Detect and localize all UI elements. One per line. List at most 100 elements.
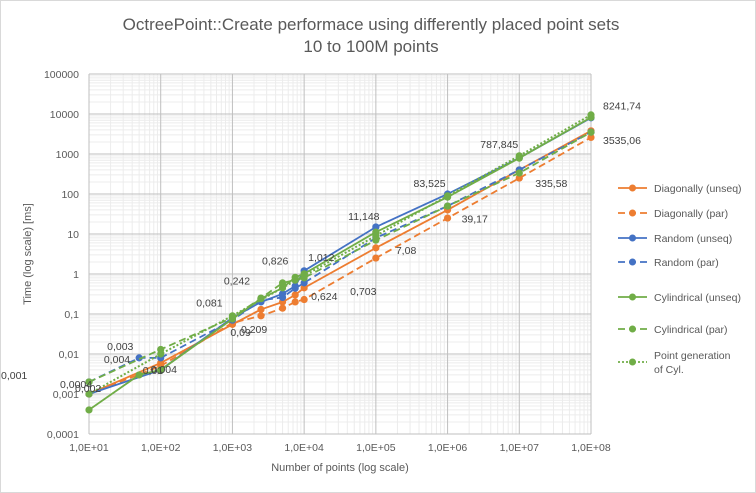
y-tick-label: 1 <box>73 269 79 281</box>
data-label: 0,004 <box>151 364 177 376</box>
series-point-5 <box>587 128 595 136</box>
x-tick-label: 1,0E+02 <box>141 442 181 454</box>
y-tick-label: 100 <box>61 189 79 201</box>
series-point-0 <box>257 305 265 314</box>
series-point-6 <box>228 312 237 320</box>
data-label: 1,012 <box>308 252 334 264</box>
data-label: 0,01 <box>143 365 164 377</box>
series-point-1 <box>443 214 452 222</box>
legend-label: Cylindrical (par) <box>654 324 728 336</box>
x-tick-label: 1,0E+04 <box>284 442 324 454</box>
legend-marker <box>629 358 636 366</box>
series-point-6 <box>587 111 595 119</box>
series-point-4 <box>85 406 93 414</box>
series-point-1 <box>372 254 380 262</box>
y-tick-label: 0,001 <box>53 389 79 401</box>
series-point-6 <box>300 272 308 280</box>
x-tick-label: 1,0E+03 <box>213 442 253 454</box>
legend-label: Point generation of Cyl. <box>654 350 731 376</box>
series-point-1 <box>300 295 308 304</box>
series-point-3 <box>291 284 299 292</box>
chart-title: OctreePoint::Create performace using dif… <box>123 15 620 56</box>
y-tick-label: 10000 <box>50 109 79 121</box>
series-point-1 <box>257 312 265 320</box>
data-label: 0,002 <box>75 383 101 395</box>
legend-marker <box>629 325 636 333</box>
series-line-4 <box>88 116 592 411</box>
data-label: 0,624 <box>311 291 337 303</box>
series-point-1 <box>515 174 523 182</box>
series-point-6 <box>515 152 523 160</box>
data-label: 0,003 <box>107 341 133 353</box>
data-label: 3535,06 <box>603 135 641 147</box>
data-label: 335,58 <box>535 178 567 190</box>
series-point-1 <box>587 133 595 142</box>
series-point-6 <box>85 390 93 398</box>
series-point-0 <box>291 291 299 299</box>
series-point-6 <box>157 350 165 358</box>
x-axis-title: Number of points (log scale) <box>271 462 409 474</box>
legend-marker <box>629 209 636 217</box>
series-group <box>85 111 595 414</box>
legend-marker <box>629 184 636 192</box>
x-tick-label: 1,0E+08 <box>571 442 611 454</box>
data-label: 0,09 <box>230 327 251 339</box>
chart-title-line: 10 to 100M points <box>303 37 438 56</box>
series-point-3 <box>278 293 287 302</box>
x-tick-label: 1,0E+05 <box>356 442 396 454</box>
series-point-3 <box>135 354 143 362</box>
series-point-6 <box>372 232 380 240</box>
data-label: 0,703 <box>350 286 376 298</box>
series-point-5 <box>443 202 452 210</box>
data-label: 0,826 <box>262 255 288 267</box>
legend-marker <box>629 258 636 266</box>
legend-marker <box>629 234 636 242</box>
y-tick-label: 0,1 <box>64 309 79 321</box>
x-tick-label: 1,0E+06 <box>428 442 468 454</box>
x-axis-ticks: 1,0E+01 1,0E+02 1,0E+03 1,0E+04 1,0E+05 1,0E+… <box>69 442 611 454</box>
legend-label: Diagonally (par) <box>654 208 728 220</box>
x-tick-label: 1,0E+01 <box>69 442 109 454</box>
data-label: 7,08 <box>396 245 417 257</box>
x-tick-label: 1,0E+07 <box>500 442 540 454</box>
series-point-0 <box>372 244 380 252</box>
chart-title-line: OctreePoint::Create performace using dif… <box>123 15 620 34</box>
legend-label: Random (unseq) <box>654 233 732 245</box>
legend-label: Random (par) <box>654 257 719 269</box>
y-tick-label: 10 <box>67 229 79 241</box>
data-labels: 8241,743535,06787,845335,5883,52539,1711… <box>1 100 641 395</box>
y-tick-label: 100000 <box>44 69 79 81</box>
grid <box>88 73 592 435</box>
y-axis-ticks: 0,0001 0,001 0,01 0,1 1 10 100 1000 10000 100000 <box>44 69 79 441</box>
series-point-5 <box>515 169 523 177</box>
legend-label: Cylindrical (unseq) <box>654 292 741 304</box>
series-line-1 <box>88 136 592 395</box>
series-point-4 <box>157 366 165 374</box>
data-label: 0,0004 <box>60 379 92 391</box>
data-label: 83,525 <box>414 178 446 190</box>
series-point-1 <box>278 304 287 312</box>
legend-label: Diagonally (unseq) <box>654 183 742 195</box>
y-tick-label: 1000 <box>56 149 80 161</box>
series-point-2 <box>372 223 380 231</box>
series-point-1 <box>291 298 299 306</box>
data-label: 11,148 <box>348 211 379 223</box>
data-label: 0,081 <box>196 298 222 310</box>
y-axis-title: Time (log scale) [ms] <box>22 203 34 305</box>
series-line-3 <box>88 131 592 383</box>
data-label: 787,845 <box>480 139 518 151</box>
data-label: 0,001 <box>1 370 27 382</box>
legend-marker <box>629 293 636 301</box>
series-point-5 <box>278 279 287 287</box>
y-tick-label: 0,0001 <box>47 429 79 441</box>
legend: Diagonally (unseq) Diagonally (par) Random… <box>618 183 742 376</box>
data-label: 39,17 <box>462 213 488 225</box>
data-label: 0,242 <box>224 276 250 288</box>
data-label: 0,004 <box>104 354 130 366</box>
series-point-4 <box>135 371 143 379</box>
series-point-3 <box>300 279 308 287</box>
series-point-6 <box>443 192 452 200</box>
series-point-5 <box>85 378 93 386</box>
